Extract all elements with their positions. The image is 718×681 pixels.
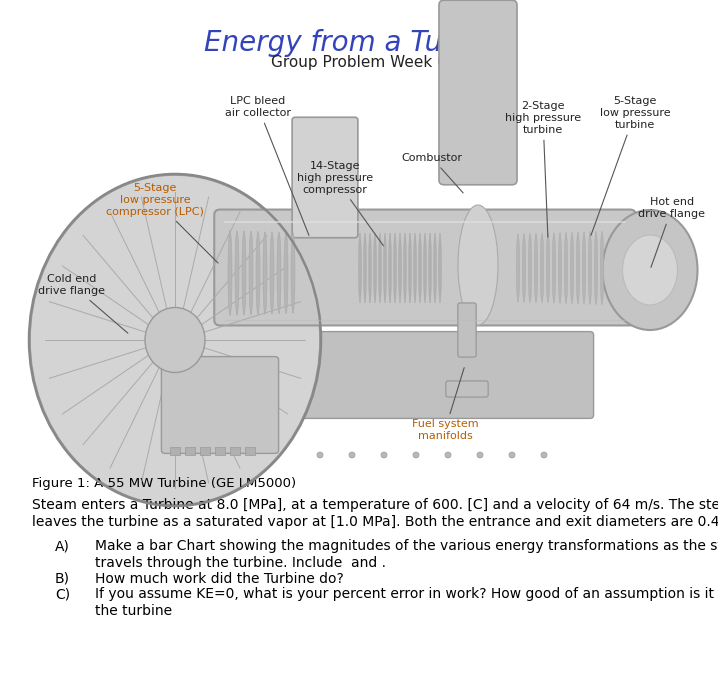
Text: How much work did the Turbine do?: How much work did the Turbine do? <box>95 572 344 586</box>
Ellipse shape <box>595 232 598 304</box>
Ellipse shape <box>381 452 387 458</box>
Ellipse shape <box>363 233 366 303</box>
Text: leaves the turbine as a saturated vapor at [1.0 MPa]. Both the entrance and exit: leaves the turbine as a saturated vapor … <box>32 515 718 529</box>
Text: A): A) <box>55 539 70 553</box>
FancyBboxPatch shape <box>446 381 488 397</box>
Ellipse shape <box>439 233 442 303</box>
Ellipse shape <box>291 233 295 313</box>
Ellipse shape <box>477 452 483 458</box>
Ellipse shape <box>349 452 355 458</box>
Ellipse shape <box>546 233 550 303</box>
Ellipse shape <box>414 233 416 303</box>
Ellipse shape <box>534 234 538 302</box>
Ellipse shape <box>516 234 520 302</box>
Ellipse shape <box>277 232 281 314</box>
Ellipse shape <box>284 232 288 313</box>
Text: Figure 1: A 55 MW Turbine (GE LM5000): Figure 1: A 55 MW Turbine (GE LM5000) <box>32 477 296 490</box>
Text: Hot end
drive flange: Hot end drive flange <box>638 197 706 268</box>
Ellipse shape <box>228 230 232 315</box>
Ellipse shape <box>429 233 432 303</box>
Text: LPC bleed
air collector: LPC bleed air collector <box>225 96 309 236</box>
Ellipse shape <box>398 233 401 303</box>
Ellipse shape <box>358 233 361 303</box>
Text: Cold end
drive flange: Cold end drive flange <box>39 274 128 333</box>
Ellipse shape <box>582 232 586 304</box>
Text: Combustor: Combustor <box>401 153 463 193</box>
Bar <box>245 447 255 455</box>
Ellipse shape <box>424 233 426 303</box>
Ellipse shape <box>434 233 437 303</box>
Ellipse shape <box>509 452 515 458</box>
Ellipse shape <box>373 233 376 303</box>
Text: C): C) <box>55 587 70 601</box>
Ellipse shape <box>445 452 451 458</box>
Ellipse shape <box>145 308 205 373</box>
Ellipse shape <box>588 232 592 304</box>
FancyBboxPatch shape <box>162 357 279 454</box>
Ellipse shape <box>383 233 386 303</box>
Ellipse shape <box>419 233 421 303</box>
Text: Fuel system
manifolds: Fuel system manifolds <box>411 368 478 441</box>
Ellipse shape <box>602 210 697 330</box>
Text: If you assume KE=0, what is your percent error in work? How good of an assumptio: If you assume KE=0, what is your percent… <box>95 587 718 601</box>
Text: 14-Stage
high pressure
compressor: 14-Stage high pressure compressor <box>297 161 383 246</box>
Ellipse shape <box>409 233 411 303</box>
Ellipse shape <box>393 233 396 303</box>
Ellipse shape <box>256 232 260 315</box>
Ellipse shape <box>623 235 678 305</box>
Ellipse shape <box>564 232 568 304</box>
Text: 5-Stage
low pressure
turbine: 5-Stage low pressure turbine <box>591 97 671 236</box>
Text: Steam enters a Turbine at 8.0 [MPa], at a temperature of 600. [C] and a velocity: Steam enters a Turbine at 8.0 [MPa], at … <box>32 498 718 512</box>
Ellipse shape <box>600 232 604 305</box>
Bar <box>215 447 225 455</box>
Text: 2-Stage
high pressure
turbine: 2-Stage high pressure turbine <box>505 101 581 237</box>
Bar <box>200 447 210 455</box>
Ellipse shape <box>522 234 526 302</box>
FancyBboxPatch shape <box>292 117 358 238</box>
Ellipse shape <box>577 232 579 304</box>
Ellipse shape <box>30 175 320 505</box>
Bar <box>20 80 700 475</box>
Ellipse shape <box>378 233 381 303</box>
FancyBboxPatch shape <box>439 0 517 185</box>
Text: travels through the turbine. Include  and .: travels through the turbine. Include and… <box>95 556 386 570</box>
Ellipse shape <box>528 234 532 302</box>
Ellipse shape <box>570 232 574 304</box>
Text: 5-Stage
low pressure
compressor (LPC): 5-Stage low pressure compressor (LPC) <box>106 183 218 263</box>
FancyBboxPatch shape <box>458 303 476 357</box>
FancyBboxPatch shape <box>214 210 635 326</box>
Ellipse shape <box>552 233 556 303</box>
Bar <box>230 447 240 455</box>
FancyBboxPatch shape <box>302 332 594 418</box>
Ellipse shape <box>242 231 246 315</box>
Ellipse shape <box>388 233 391 303</box>
Text: Energy from a Turbine: Energy from a Turbine <box>204 29 514 57</box>
Ellipse shape <box>541 452 547 458</box>
Ellipse shape <box>413 452 419 458</box>
Ellipse shape <box>263 232 267 314</box>
Text: the turbine: the turbine <box>95 604 172 618</box>
Ellipse shape <box>249 232 253 315</box>
Ellipse shape <box>270 232 274 314</box>
Ellipse shape <box>317 452 323 458</box>
Text: B): B) <box>55 572 70 586</box>
Bar <box>185 447 195 455</box>
Text: Group Problem Week 6: Group Problem Week 6 <box>271 55 447 71</box>
Bar <box>170 447 180 455</box>
Ellipse shape <box>540 233 544 303</box>
Ellipse shape <box>559 233 561 304</box>
Ellipse shape <box>458 205 498 325</box>
Ellipse shape <box>235 231 239 315</box>
Ellipse shape <box>404 233 406 303</box>
Ellipse shape <box>368 233 371 303</box>
Text: Make a bar Chart showing the magnitudes of the various energy transformations as: Make a bar Chart showing the magnitudes … <box>95 539 718 553</box>
